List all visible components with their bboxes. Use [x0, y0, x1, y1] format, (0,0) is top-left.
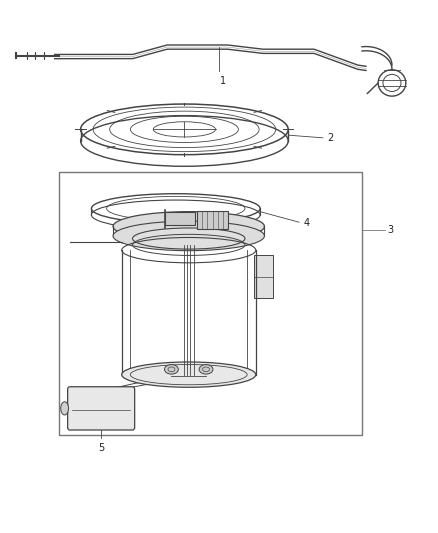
Ellipse shape [199, 365, 213, 374]
Ellipse shape [61, 402, 68, 415]
Ellipse shape [165, 365, 178, 374]
Text: 4: 4 [304, 218, 310, 228]
Bar [165, 212, 195, 225]
Ellipse shape [113, 221, 265, 251]
FancyBboxPatch shape [67, 387, 134, 430]
Text: 2: 2 [327, 133, 333, 143]
Ellipse shape [133, 228, 245, 249]
Ellipse shape [113, 212, 265, 241]
Bar [254, 255, 273, 297]
Text: 5: 5 [98, 443, 104, 453]
Bar [59, 172, 362, 435]
Ellipse shape [122, 362, 256, 387]
Bar [198, 211, 228, 229]
Text: 3: 3 [388, 224, 394, 235]
Text: 1: 1 [220, 76, 226, 86]
